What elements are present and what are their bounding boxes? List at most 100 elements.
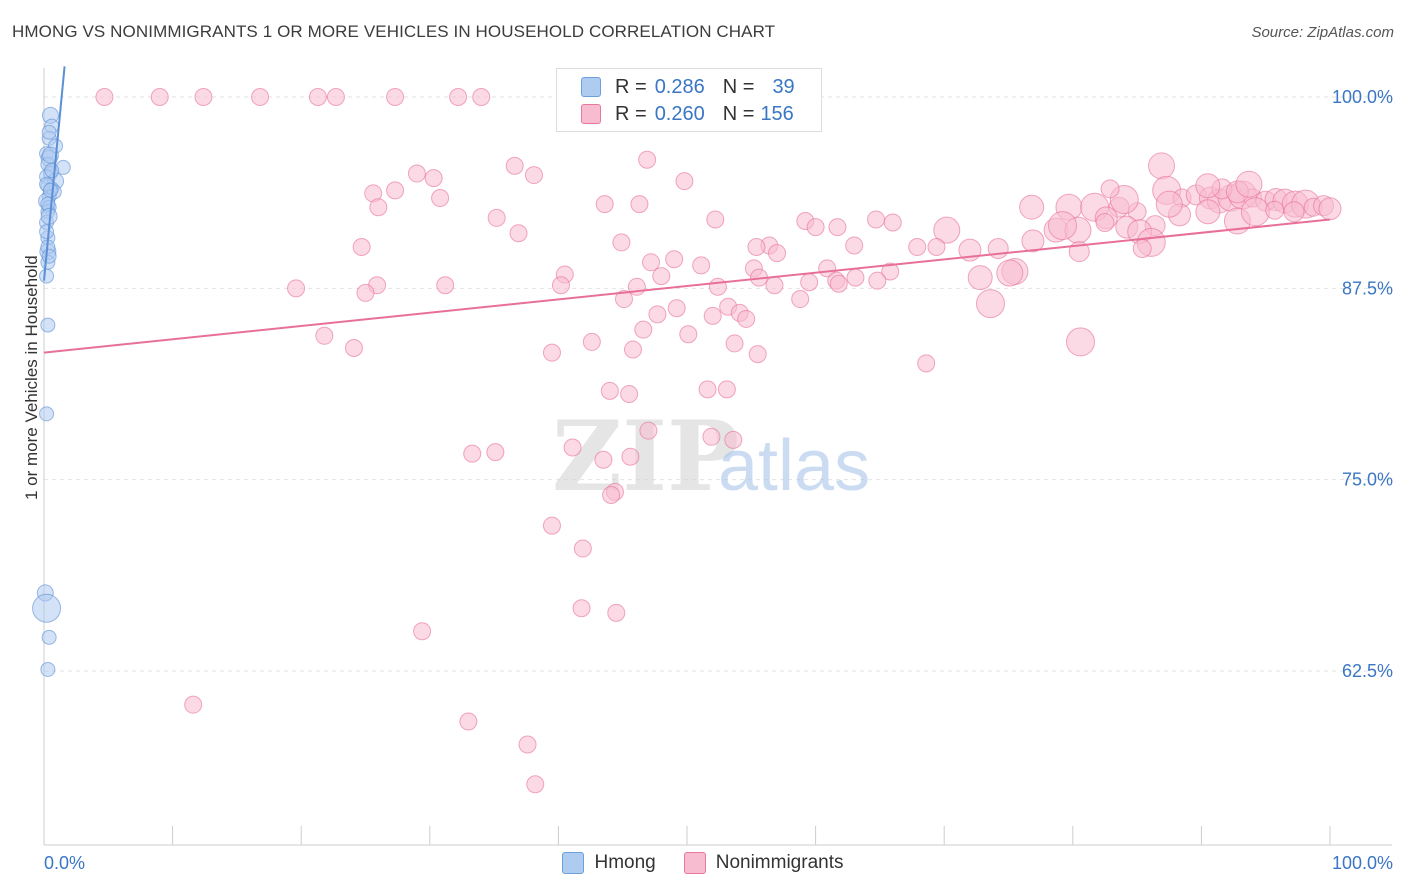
nonimmigrants-point <box>352 238 371 257</box>
y-tick-label: 75.0% <box>1342 470 1393 490</box>
r-label: R = <box>615 102 647 125</box>
nonimmigrants-point <box>524 166 543 185</box>
nonimmigrants-point <box>315 326 334 345</box>
nonimmigrants-point <box>724 430 743 449</box>
nonimmigrants-point <box>150 88 169 106</box>
nonimmigrants-trend-line <box>43 218 1331 354</box>
nonimmigrants-point <box>386 181 405 200</box>
series-legend: Hmong Nonimmigrants <box>0 852 1406 874</box>
hmong-point <box>40 661 56 677</box>
nonimmigrants-point <box>595 195 614 214</box>
nonimmigrants-point <box>828 218 847 237</box>
hmong-point <box>41 124 57 140</box>
nonimmigrants-point <box>1235 170 1263 198</box>
nonimmigrants-point <box>542 516 561 535</box>
nonimmigrants-point <box>806 218 825 237</box>
nonimmigrants-point <box>551 276 570 295</box>
watermark-atlas: atlas <box>718 426 870 506</box>
legend-item-nonimmigrants[interactable]: Nonimmigrants <box>683 852 844 874</box>
nonimmigrants-point <box>573 539 592 558</box>
nonimmigrants-point <box>675 172 694 191</box>
nonimmigrants-point <box>845 236 864 255</box>
nonimmigrants-r-value: 0.260 <box>654 102 705 125</box>
nonimmigrants-point <box>194 88 213 106</box>
nonimmigrants-point <box>526 775 545 794</box>
nonimmigrants-point <box>505 156 524 175</box>
hmong-n-value: 39 <box>772 75 795 98</box>
hmong-point <box>39 268 55 284</box>
nonimmigrants-point <box>908 238 927 257</box>
nonimmigrants-point <box>594 450 613 469</box>
nonimmigrants-point <box>1019 194 1045 220</box>
nonimmigrants-point <box>667 299 686 318</box>
nonimmigrants-point <box>620 384 639 403</box>
nonimmigrants-point <box>459 712 478 731</box>
nonimmigrants-point <box>1100 179 1120 199</box>
nonimmigrants-point <box>308 88 327 106</box>
nonimmigrants-point <box>846 268 865 287</box>
nonimmigrants-point <box>436 276 455 295</box>
nonimmigrants-legend-label: Nonimmigrants <box>715 852 844 873</box>
nonimmigrants-point <box>487 208 506 227</box>
hmong-point <box>42 182 58 198</box>
nonimmigrants-point <box>652 267 671 286</box>
nonimmigrants-point <box>868 271 887 290</box>
nonimmigrants-point <box>747 238 766 257</box>
nonimmigrants-point <box>600 381 619 400</box>
nonimmigrants-point <box>1240 197 1270 227</box>
nonimmigrants-point <box>407 164 426 183</box>
nonimmigrants-point <box>639 421 658 440</box>
nonimmigrants-point <box>1318 197 1342 221</box>
nonimmigrants-point <box>641 253 660 272</box>
legend-item-hmong[interactable]: Hmong <box>562 852 656 874</box>
nonimmigrants-point <box>251 88 270 106</box>
nonimmigrants-point <box>612 233 631 252</box>
nonimmigrants-point <box>737 309 756 328</box>
stats-legend: R = 0.286 N = 39 R = 0.260 N = 156 <box>556 68 822 132</box>
nonimmigrants-point <box>967 265 993 291</box>
nonimmigrants-point <box>563 438 582 457</box>
y-tick-label: 100.0% <box>1332 87 1393 107</box>
nonimmigrants-point <box>184 695 203 714</box>
nonimmigrants-point <box>621 447 640 466</box>
nonimmigrants-point <box>975 289 1005 319</box>
hmong-point <box>39 224 55 240</box>
hmong-r-value: 0.286 <box>654 75 705 98</box>
nonimmigrants-point <box>623 340 642 359</box>
nonimmigrants-point <box>791 290 810 309</box>
nonimmigrants-point <box>1283 201 1305 223</box>
nonimmigrants-point <box>413 622 432 641</box>
x-tick-label: 0.0% <box>44 853 85 873</box>
nonimmigrants-point <box>725 334 744 353</box>
nonimmigrants-point <box>287 279 306 298</box>
hmong-legend-label: Hmong <box>594 852 656 873</box>
nonimmigrants-point <box>765 276 784 295</box>
nonimmigrants-point <box>1155 190 1183 218</box>
nonimmigrants-point <box>800 273 819 292</box>
y-tick-label: 87.5% <box>1342 278 1393 298</box>
nonimmigrants-point <box>607 603 626 622</box>
nonimmigrants-point <box>638 150 657 169</box>
hmong-point <box>44 162 60 178</box>
nonimmigrants-point <box>449 88 468 106</box>
nonimmigrants-point <box>95 88 114 106</box>
hmong-point <box>41 629 57 645</box>
nonimmigrants-point <box>708 277 727 296</box>
nonimmigrants-point <box>486 443 505 462</box>
nonimmigrants-point <box>996 259 1024 287</box>
nonimmigrants-point <box>431 189 450 208</box>
nonimmigrants-point <box>881 262 900 281</box>
nonimmigrants-point <box>706 210 725 229</box>
nonimmigrants-point <box>1195 199 1221 225</box>
y-tick-label: 62.5% <box>1342 661 1393 681</box>
nonimmigrants-point <box>1095 213 1115 233</box>
nonimmigrants-point <box>509 224 528 243</box>
nonimmigrants-point <box>356 283 375 302</box>
nonimmigrants-point <box>326 88 345 106</box>
nonimmigrants-point <box>602 485 621 504</box>
nonimmigrants-point <box>679 325 698 344</box>
n-label: N = <box>722 75 755 98</box>
legend-row-nonimmigrants: R = 0.260 N = 156 <box>581 101 794 127</box>
legend-row-hmong: R = 0.286 N = 39 <box>581 74 795 100</box>
